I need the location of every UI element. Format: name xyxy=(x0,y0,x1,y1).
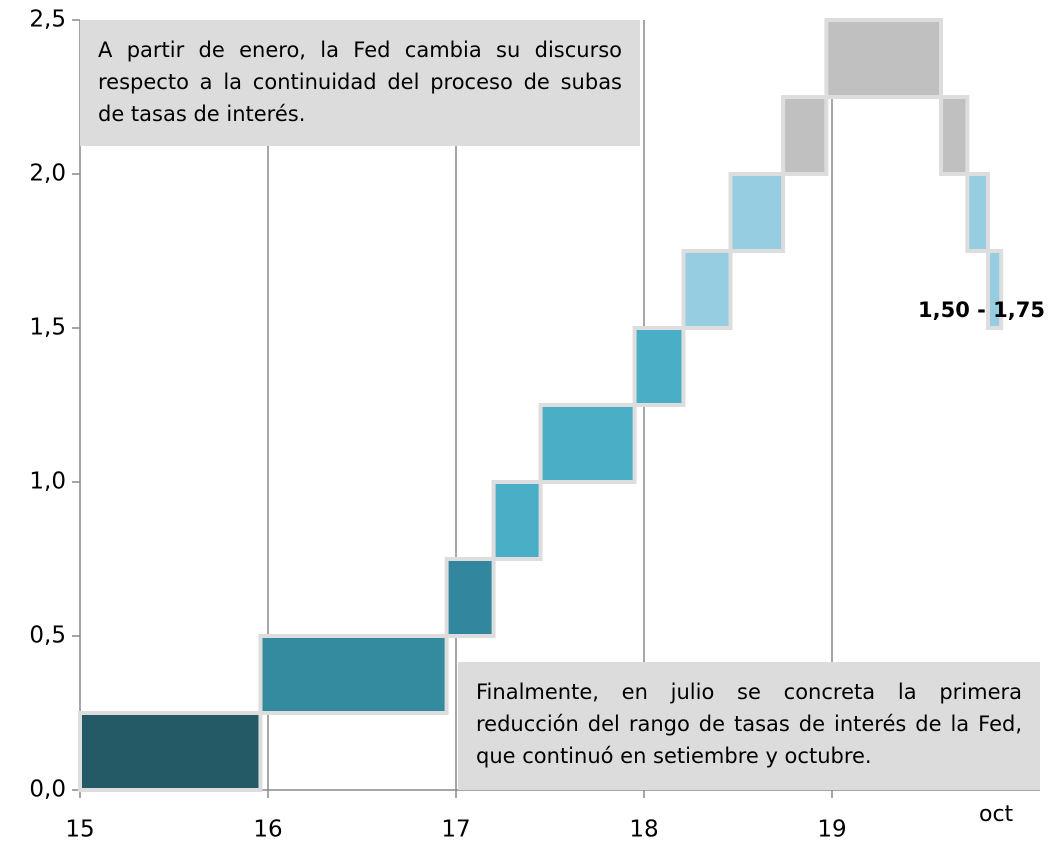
range-bar xyxy=(824,18,944,99)
range-bar xyxy=(965,172,991,253)
range-bar xyxy=(728,172,786,253)
range-bar xyxy=(444,557,496,638)
x-end-label: oct xyxy=(979,802,1014,827)
x-tick-label: 18 xyxy=(629,817,658,842)
range-bar xyxy=(78,711,263,792)
range-bar xyxy=(632,326,686,407)
y-tick-label: 0,0 xyxy=(29,777,66,803)
y-tick-label: 2,0 xyxy=(29,161,66,187)
range-bar xyxy=(538,403,637,484)
annotation-box: Finalmente, en julio se concreta la prim… xyxy=(458,662,1040,790)
x-tick-label: 19 xyxy=(817,817,846,842)
range-bar xyxy=(258,634,449,715)
y-tick-label: 1,5 xyxy=(29,315,66,341)
x-tick-label: 15 xyxy=(65,817,94,842)
range-bar xyxy=(781,95,829,176)
range-bar xyxy=(681,249,733,330)
range-bar xyxy=(939,95,970,176)
y-tick-label: 0,5 xyxy=(29,623,66,649)
value-annotation: 1,50 - 1,75 xyxy=(918,298,1045,322)
x-tick-label: 16 xyxy=(253,817,282,842)
range-bar xyxy=(491,480,543,561)
range-bar xyxy=(986,249,1004,330)
y-tick-label: 1,0 xyxy=(29,469,66,495)
y-tick-label: 2,5 xyxy=(29,7,66,33)
x-tick-label: 17 xyxy=(441,817,470,842)
annotation-box: A partir de enero, la Fed cambia su disc… xyxy=(80,20,640,146)
